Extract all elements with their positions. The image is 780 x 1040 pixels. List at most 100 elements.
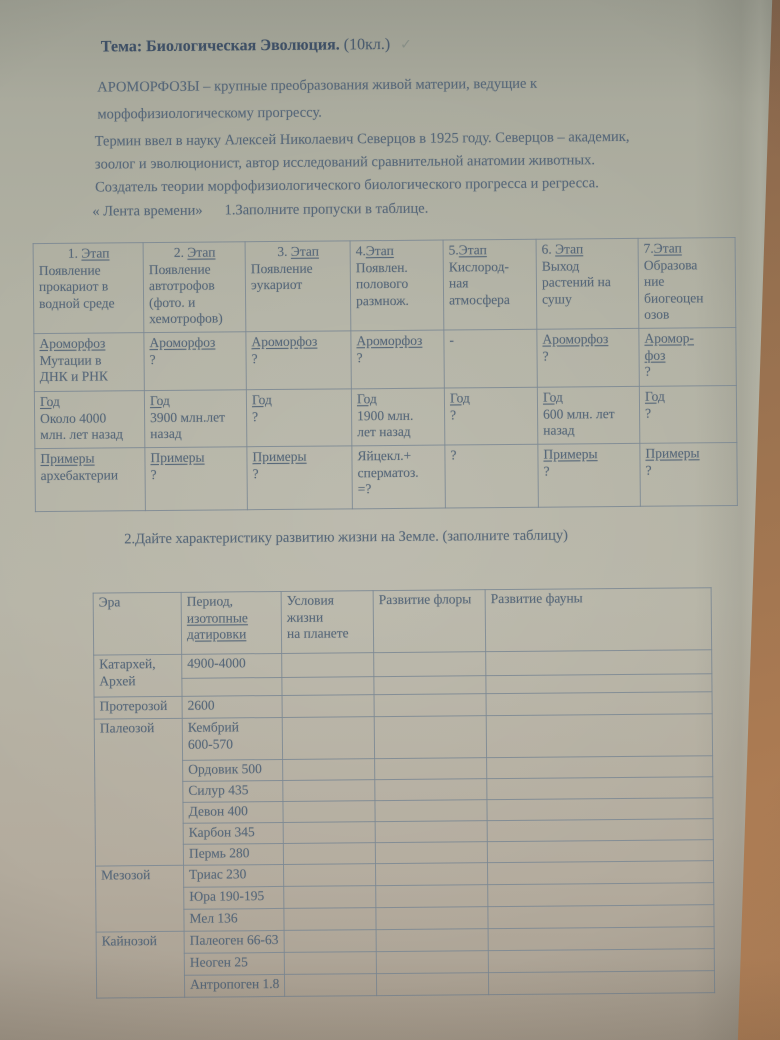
examples-cell-1: Примеры архебактерии bbox=[34, 447, 146, 512]
period-cell: Ордовик 500 bbox=[182, 759, 283, 782]
period-cell: Кембрий 600-570 bbox=[182, 717, 283, 761]
examples-cell-7: Примеры? bbox=[639, 442, 738, 507]
examples-row: Примеры архебактерии Примеры? Примеры? Яй… bbox=[34, 442, 738, 512]
stages-table: 1. Этап Появление прокариот в водной сред… bbox=[33, 237, 738, 512]
aromorphosis-cell-3: Ароморфоз? bbox=[245, 330, 352, 390]
empty-cell bbox=[375, 862, 488, 886]
examples-label: Примеры bbox=[252, 448, 307, 465]
empty-cell bbox=[284, 929, 377, 953]
stage-header-2: 2. Этап Появление автотрофов (фото. и хем… bbox=[143, 241, 246, 333]
examples-value: ? bbox=[150, 466, 157, 482]
stage-header-3: 3. Этап Появление эукариот bbox=[245, 240, 351, 332]
year-value: ? bbox=[450, 406, 457, 422]
col-header-era: Эра bbox=[93, 592, 182, 656]
title-grade-text: (10кл.) bbox=[343, 35, 391, 54]
empty-cell bbox=[376, 972, 489, 996]
empty-cell bbox=[282, 800, 376, 823]
empty-cell bbox=[486, 713, 713, 758]
stage-number: 7. bbox=[643, 240, 654, 256]
year-label: Год bbox=[542, 389, 563, 405]
empty-cell bbox=[283, 885, 376, 909]
year-cell-5: Год? bbox=[444, 387, 538, 446]
period-cell: Палеоген 66-63 bbox=[184, 930, 285, 954]
period-cell: Пермь 280 bbox=[183, 843, 284, 866]
year-label: Год bbox=[149, 392, 170, 409]
empty-cell bbox=[374, 693, 487, 717]
empty-cell bbox=[488, 926, 715, 951]
aromorphosis-value: Мутации в ДНК и РНК bbox=[39, 352, 109, 385]
empty-cell bbox=[282, 716, 375, 760]
empty-cell bbox=[374, 778, 487, 801]
aromorphosis-label: Ароморфоз bbox=[39, 335, 106, 352]
empty-cell bbox=[487, 860, 714, 885]
period-cell: 4900-4000 bbox=[181, 653, 282, 679]
empty-cell bbox=[282, 694, 375, 718]
examples-cell-5: ? bbox=[444, 444, 539, 509]
empty-cell bbox=[487, 839, 714, 863]
stage-description: Появление автотрофов (фото. и хемотрофов… bbox=[148, 261, 223, 327]
stage-description: Выход растений на сушу bbox=[541, 257, 611, 307]
year-value: Около 4000 млн. лет назад bbox=[40, 409, 123, 443]
eras-table: Эра Период, изотопные датировки Условия ж… bbox=[93, 587, 716, 999]
examples-label: Примеры bbox=[40, 450, 95, 467]
empty-cell bbox=[373, 675, 487, 695]
stage-label: Этап bbox=[290, 243, 319, 259]
examples-value: ? bbox=[543, 463, 550, 479]
aromorphosis-value: - bbox=[449, 332, 454, 348]
aromorphosis-value: ? bbox=[251, 350, 258, 366]
check-mark: ✓ bbox=[400, 37, 412, 53]
examples-cell-4: Яйцекл.+ сперматоз. =? bbox=[351, 445, 446, 509]
stage-description: Образова ние биогеоцен озов bbox=[643, 256, 704, 322]
examples-cell-6: Примеры? bbox=[537, 443, 641, 508]
period-cell: Девон 400 bbox=[182, 801, 284, 824]
empty-cell bbox=[373, 651, 486, 677]
stage-number: 3. bbox=[277, 243, 291, 259]
aromorphosis-cell-5: - bbox=[443, 329, 538, 389]
aromorphosis-label: Ароморфоз bbox=[542, 331, 609, 347]
col-header-fauna: Развитие фауны bbox=[485, 587, 712, 652]
year-cell-3: Год? bbox=[246, 388, 352, 447]
empty-cell bbox=[281, 676, 375, 696]
stage-label: Этап bbox=[365, 242, 394, 259]
empty-cell bbox=[374, 757, 487, 780]
empty-cell bbox=[284, 973, 377, 997]
aromorphosis-cell-4: Ароморфоз? bbox=[350, 330, 445, 389]
examples-label: Примеры bbox=[645, 445, 700, 461]
period-cell: 2600 bbox=[182, 695, 283, 719]
col-header-conditions: Условия жизни на планете bbox=[281, 590, 374, 654]
empty-cell bbox=[375, 820, 488, 843]
empty-cell bbox=[284, 951, 377, 975]
stage-label: Этап bbox=[81, 245, 110, 261]
paragraph-severtsov: Термин ввел в науку Алексей Николаевич С… bbox=[94, 128, 630, 196]
stages-header-row: 1. Этап Появление прокариот в водной сред… bbox=[33, 237, 736, 334]
stage-label: Этап bbox=[555, 241, 584, 257]
aromorphosis-value: ? bbox=[542, 348, 549, 364]
year-label: Год bbox=[251, 392, 272, 408]
year-value: ? bbox=[252, 408, 259, 424]
year-label: Год bbox=[449, 390, 470, 406]
era-cell-katarchean: Катархей, Архей bbox=[93, 654, 183, 698]
aromorphosis-cell-6: Ароморфоз? bbox=[536, 328, 640, 388]
era-cell-paleozoic: Палеозой bbox=[94, 718, 184, 867]
aromorphosis-cell-1: Ароморфоз Мутации в ДНК и РНК bbox=[33, 332, 145, 392]
stage-header-7: 7.Этап Образова ние биогеоцен озов bbox=[638, 237, 736, 329]
empty-cell bbox=[488, 948, 715, 973]
year-cell-2: Год 3900 млн.лет назад bbox=[144, 389, 247, 448]
period-cell bbox=[181, 677, 283, 697]
empty-cell bbox=[281, 652, 374, 678]
empty-cell bbox=[375, 906, 489, 930]
examples-cell-3: Примеры? bbox=[246, 445, 353, 510]
paragraph-aromorphosis: АРОМОРФОЗЫ – крупные преобразования живо… bbox=[97, 75, 538, 123]
empty-cell bbox=[376, 928, 489, 952]
aromorphosis-value: ? bbox=[149, 351, 156, 367]
aromorphosis-cell-2: Ароморфоз? bbox=[143, 331, 247, 391]
year-cell-7: Год? bbox=[639, 385, 737, 444]
stage-label: Этап bbox=[458, 242, 487, 258]
examples-value: архебактерии bbox=[40, 466, 119, 483]
era-row: Антропоген 1.8 bbox=[96, 970, 715, 998]
period-cell: Юра 190-195 bbox=[183, 886, 284, 910]
stage-description: Появление эукариот bbox=[250, 260, 313, 293]
